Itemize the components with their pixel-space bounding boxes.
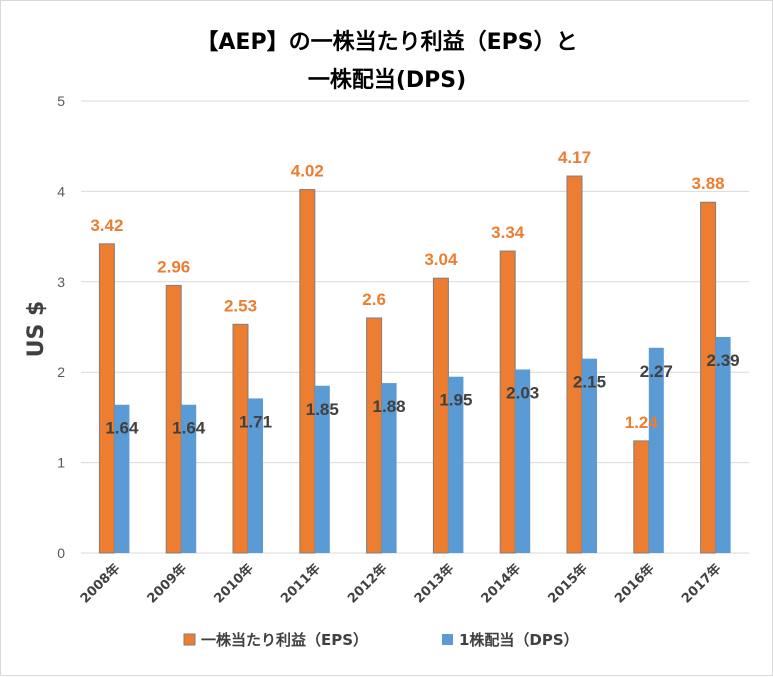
chart-title-line-2: 一株配当(DPS) [308,68,466,93]
y-axis-label: US $ [24,301,49,358]
data-label-dps: 1.64 [105,419,139,438]
chart-title-line-1: 【AEP】の一株当たり利益（EPS）と [196,29,577,55]
data-label-eps: 3.34 [491,223,525,242]
data-label-dps: 2.39 [707,351,740,370]
x-tick-label: 2012年 [344,561,390,607]
data-label-eps: 2.53 [224,296,257,315]
x-tick-label: 2017年 [678,561,724,607]
legend-label-eps: 一株当たり利益（EPS） [201,631,368,649]
bar-dps [582,358,597,553]
bar-dps [715,336,731,553]
x-tick-label: 2014年 [478,561,524,607]
bar-eps [366,317,383,554]
bar-dps [448,376,464,553]
bar-dps [381,383,397,553]
y-tick-label: 4 [57,183,65,199]
data-label-dps: 2.15 [573,373,606,392]
bar-dps [181,404,197,553]
x-tick-label: 2013年 [411,561,457,607]
x-tick-label: 2011年 [278,561,324,607]
bar-eps [566,175,583,554]
y-tick-label: 0 [57,545,65,561]
legend-swatch-eps [183,633,196,646]
data-label-eps: 2.96 [157,257,190,276]
legend-label-dps: 1株配当（DPS） [459,631,579,649]
data-label-dps: 2.27 [640,362,673,381]
bar-dps [114,404,130,553]
bar-dps [648,347,664,553]
y-axis-ticks: 0 1 2 3 4 5 [57,93,65,561]
bar-eps [232,323,249,554]
data-label-eps: 1.24 [625,413,659,432]
data-label-dps: 1.85 [306,400,339,419]
bar-dps [314,385,330,553]
y-tick-label: 2 [57,364,65,380]
bar-eps [432,277,449,554]
data-label-dps: 1.88 [373,397,406,416]
legend-swatch-dps [442,634,453,645]
bar-dps [248,398,263,553]
y-tick-label: 5 [57,93,65,109]
data-label-dps: 1.95 [439,391,472,410]
data-label-eps: 3.88 [692,174,725,193]
x-axis-ticks: 2008年 2009年 2010年 2011年 2012年 2013年 2014年 2015年… [77,561,724,607]
data-label-eps: 4.17 [558,148,591,167]
data-label-dps: 2.03 [506,383,539,402]
data-label-dps: 1.71 [239,412,272,431]
legend: 一株当たり利益（EPS） 1株配当（DPS） [183,631,579,649]
x-tick-label: 2010年 [211,561,257,607]
bar-dps [515,369,531,553]
x-tick-label: 2008年 [77,561,123,607]
data-label-eps: 3.04 [424,250,458,269]
x-tick-label: 2015年 [545,561,591,607]
data-label-dps: 1.64 [172,419,206,438]
y-tick-label: 1 [57,455,65,471]
x-tick-label: 2016年 [612,561,658,607]
bars [98,175,731,554]
data-label-eps: 3.42 [90,216,123,235]
bar-eps [299,189,316,554]
data-label-eps: 2.6 [362,290,386,309]
data-label-eps: 4.02 [291,162,324,181]
bar-eps [700,201,717,554]
chart-title: 【AEP】の一株当たり利益（EPS）と 一株配当(DPS) [196,29,577,93]
bar-eps [98,243,115,554]
data-labels: 3.42 1.64 2.96 1.64 2.53 1.71 4.02 1.85 2.6 1.88 3… [90,148,739,438]
x-tick-label: 2009年 [144,561,190,607]
bar-eps [633,440,650,554]
y-tick-label: 3 [57,274,65,290]
